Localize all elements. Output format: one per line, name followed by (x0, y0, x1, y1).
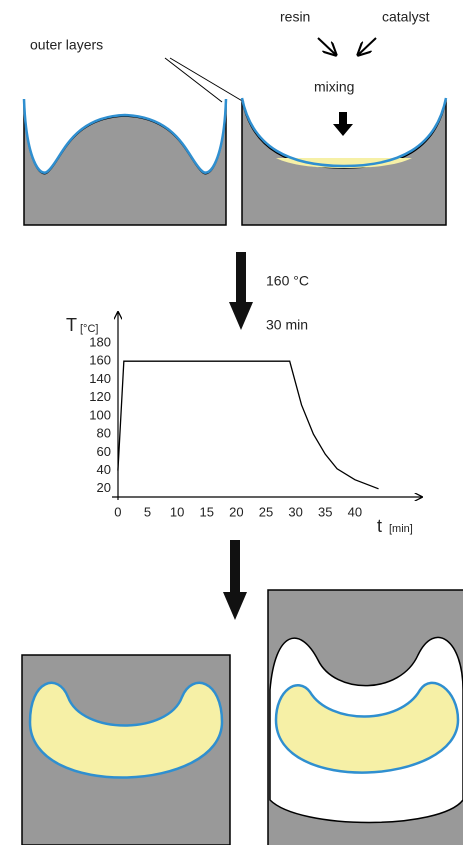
x-tick-label: 30 (288, 504, 302, 519)
arrow (333, 112, 353, 136)
outer-layers-label: outer layers (30, 37, 103, 53)
outer-layer (22, 98, 228, 174)
x-tick-label: 20 (229, 504, 243, 519)
y-tick-label: 20 (97, 480, 111, 495)
y-axis-unit: [°C] (80, 323, 98, 335)
x-axis-unit: [min] (389, 523, 413, 535)
temperature-label: 160 °C (266, 273, 309, 289)
x-tick-label: 0 (114, 504, 121, 519)
temperature-curve (117, 360, 379, 490)
time-label: 30 min (266, 317, 308, 333)
y-tick-label: 80 (97, 426, 111, 441)
arrow (317, 37, 336, 55)
x-tick-label: 35 (318, 504, 332, 519)
y-tick-label: 60 (97, 444, 111, 459)
y-tick-label: 160 (89, 353, 111, 368)
x-axis-label: t (377, 516, 382, 536)
resin-pool (276, 158, 412, 168)
x-tick-label: 25 (259, 504, 273, 519)
mixing-label: mixing (314, 79, 354, 95)
x-tick-label: 40 (348, 504, 362, 519)
y-tick-label: 40 (97, 462, 111, 477)
x-tick-label: 5 (144, 504, 151, 519)
pointer (169, 57, 245, 103)
chart: 20 40 60 80 100 120 140 160 180 0 5 10 15 20 25 30 35 40 (89, 334, 379, 519)
arrow (358, 37, 377, 55)
y-tick-label: 120 (89, 389, 111, 404)
cured-part (274, 681, 460, 774)
x-tick-label: 15 (200, 504, 214, 519)
y-tick-label: 180 (89, 334, 111, 349)
resin-label: resin (280, 9, 310, 25)
x-tick-label: 10 (170, 504, 184, 519)
y-axis-label: T (66, 315, 77, 335)
arrow (223, 540, 247, 620)
cured-part (28, 681, 224, 779)
catalyst-label: catalyst (382, 9, 430, 25)
arrow (229, 252, 253, 330)
y-tick-label: 140 (89, 371, 111, 386)
pointer (164, 57, 223, 103)
y-tick-label: 100 (89, 407, 111, 422)
outer-layer (240, 97, 448, 168)
